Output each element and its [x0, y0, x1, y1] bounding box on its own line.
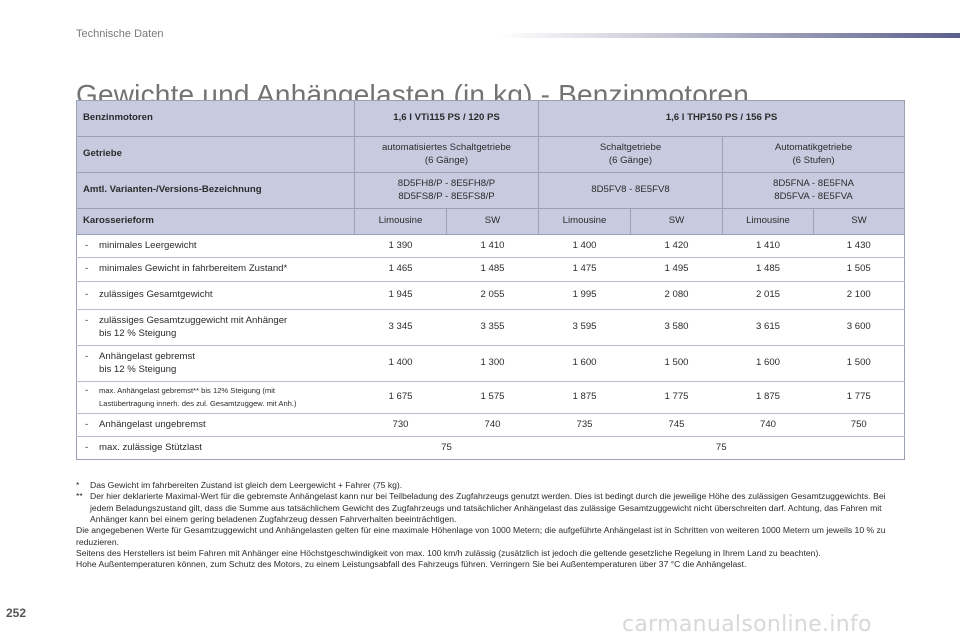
body-cell: SW [812, 208, 906, 235]
value-cell: 2 080 [630, 281, 723, 310]
value-cell: 1 300 [446, 345, 539, 382]
table-row: - Anhängelast ungebremst 730 740 735 745 740 75… [76, 413, 906, 437]
value-cell: 1 600 [722, 345, 814, 382]
value-cell: 1 410 [722, 234, 814, 258]
value-cell: 2 100 [813, 281, 906, 310]
value-cell: 1 475 [538, 257, 631, 282]
value-cell: 1 465 [354, 257, 447, 282]
engine-header-1: 1,6 l VTi115 PS / 120 PS [354, 100, 539, 137]
table-row: - max. Anhängelast gebremst** bis 12% Ste… [76, 381, 906, 414]
gearbox-label: Getriebe [76, 136, 355, 173]
engine-label: Benzinmotoren [76, 100, 355, 137]
body-cell: SW [446, 208, 539, 235]
gearbox-cell-2: Schaltgetriebe (6 Gänge) [538, 136, 723, 173]
page-number: 252 [6, 606, 27, 620]
header-decorative-bar [500, 33, 960, 38]
row-label: - Anhängelast gebremst bis 12 % Steigung [76, 345, 355, 382]
gearbox-cell-1: automatisiertes Schaltgetriebe (6 Gänge) [354, 136, 539, 173]
table-row: - zulässiges Gesamtgewicht 1 945 2 055 1 995… [76, 281, 906, 310]
row-label: - zulässiges Gesamtgewicht [76, 281, 355, 310]
value-cell: 3 615 [722, 309, 814, 346]
row-label: - Anhängelast ungebremst [76, 413, 355, 437]
value-cell: 740 [446, 413, 539, 437]
value-cell: 1 485 [722, 257, 814, 282]
table-row: - Anhängelast gebremst bis 12 % Steigung 1 … [76, 345, 906, 382]
table-row: - minimales Leergewicht 1 390 1 410 1 400 1 4… [76, 234, 906, 258]
body-cell: Limousine [354, 208, 447, 235]
table-row: - minimales Gewicht in fahrbereitem Zusta… [76, 257, 906, 282]
value-cell: 730 [354, 413, 447, 437]
row-label: - minimales Leergewicht [76, 234, 355, 258]
value-cell: 1 875 [722, 381, 814, 414]
body-cell: SW [630, 208, 723, 235]
value-cell: 1 775 [630, 381, 723, 414]
note-speed: Seitens des Herstellers ist beim Fahren … [76, 548, 821, 559]
value-cell: 750 [813, 413, 906, 437]
variant-cell-1: 8D5FH8/P - 8E5FH8/P 8D5FS8/P - 8E5FS8/P [354, 172, 539, 209]
value-cell: 1 775 [813, 381, 906, 414]
footnotes: * Das Gewicht im fahrbereiten Zustand ist… [76, 480, 906, 571]
value-cell: 1 420 [630, 234, 723, 258]
value-cell: 735 [538, 413, 631, 437]
value-cell: 1 430 [813, 234, 906, 258]
value-cell: 3 355 [446, 309, 539, 346]
table-row: - zulässiges Gesamtzuggewicht mit Anhänge… [76, 309, 906, 346]
value-cell: 1 675 [354, 381, 447, 414]
value-cell: 1 400 [354, 345, 447, 382]
value-cell: 740 [722, 413, 814, 437]
value-cell: 3 595 [538, 309, 631, 346]
weights-table: Benzinmotoren 1,6 l VTi115 PS / 120 PS 1… [76, 100, 906, 460]
value-cell: 2 015 [722, 281, 814, 310]
value-cell: 1 400 [538, 234, 631, 258]
body-cell: Limousine [722, 208, 814, 235]
footnote-1: * Das Gewicht im fahrbereiten Zustand ist… [76, 480, 403, 490]
value-cell: 75 [538, 436, 906, 460]
gearbox-cell-3: Automatikgetriebe (6 Stufen) [721, 136, 906, 173]
value-cell: 1 495 [630, 257, 723, 282]
value-cell: 1 410 [446, 234, 539, 258]
value-cell: 2 055 [446, 281, 539, 310]
value-cell: 1 505 [813, 257, 906, 282]
variant-cell-3: 8D5FNA - 8E5FNA 8D5FVA - 8E5FVA [721, 172, 906, 209]
value-cell: 1 485 [446, 257, 539, 282]
value-cell: 745 [630, 413, 723, 437]
footnote-2: ** Der hier deklarierte Maximal-Wert für … [76, 491, 886, 525]
body-label: Karosserieform [76, 208, 355, 235]
note-temperature: Hohe Außentemperaturen können, zum Schut… [76, 559, 747, 570]
value-cell: 3 600 [813, 309, 906, 346]
engine-header-2: 1,6 l THP150 PS / 156 PS [537, 100, 906, 137]
row-label: - max. zulässige Stützlast [76, 436, 355, 460]
watermark: carmanualsonline.info [622, 612, 872, 637]
body-cell: Limousine [538, 208, 631, 235]
section-header: Technische Daten [76, 28, 164, 40]
value-cell: 1 945 [354, 281, 447, 310]
note-altitude: Die angegebenen Werte für Gesamtzuggewic… [76, 525, 886, 547]
value-cell: 1 500 [630, 345, 723, 382]
table-row: - max. zulässige Stützlast 75 75 [76, 436, 906, 460]
value-cell: 1 995 [538, 281, 631, 310]
row-label: - minimales Gewicht in fahrbereitem Zusta… [76, 257, 355, 282]
value-cell: 1 875 [538, 381, 631, 414]
variant-label: Amtl. Varianten-/Versions-Bezeichnung [76, 172, 355, 209]
value-cell: 75 [354, 436, 539, 460]
value-cell: 1 500 [813, 345, 906, 382]
row-label: - max. Anhängelast gebremst** bis 12% Ste… [76, 381, 355, 414]
row-label: - zulässiges Gesamtzuggewicht mit Anhänge… [76, 309, 355, 346]
value-cell: 1 600 [538, 345, 631, 382]
variant-cell-2: 8D5FV8 - 8E5FV8 [538, 172, 723, 209]
value-cell: 1 390 [354, 234, 447, 258]
value-cell: 3 580 [630, 309, 723, 346]
value-cell: 3 345 [354, 309, 447, 346]
value-cell: 1 575 [446, 381, 539, 414]
